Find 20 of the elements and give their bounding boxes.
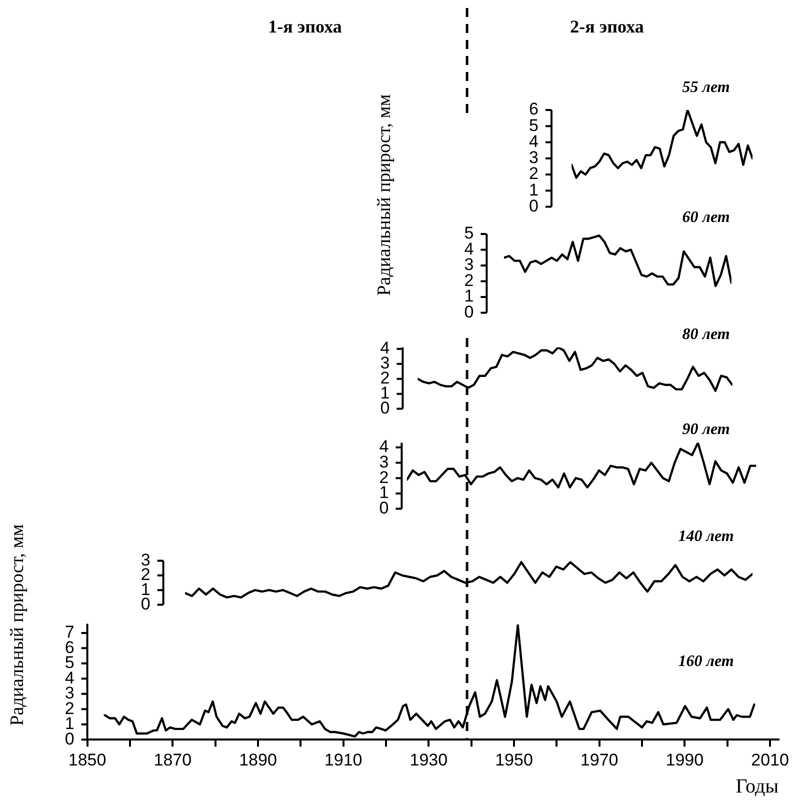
x-tick-label: 1990: [666, 750, 704, 770]
x-tick-label: 1950: [495, 750, 533, 770]
y-axis-title: Радиальный прирост, мм: [7, 524, 29, 726]
chart-title: 90 лет: [682, 421, 730, 438]
x-tick-label: 1870: [154, 750, 192, 770]
y-axis-title: Радиальный прирост, мм: [374, 94, 396, 296]
x-tick-label: 1890: [239, 750, 277, 770]
x-axis-title: Годы: [736, 775, 779, 798]
chart-title: 55 лет: [682, 79, 730, 96]
x-tick-label: 1930: [410, 750, 448, 770]
chart-title: 80 лет: [682, 326, 730, 344]
x-tick-label: 1970: [580, 750, 618, 770]
x-tick-label: 2010: [751, 750, 789, 770]
text: 160 лет: [678, 653, 734, 670]
chart-title: 60 лет: [682, 209, 730, 226]
x-tick-label: 1910: [324, 750, 362, 770]
chart-title: 140 лет: [678, 528, 734, 546]
x-tick-label: 1850: [68, 750, 106, 770]
text: 2-я эпоха: [570, 16, 644, 37]
text: 1-я эпоха: [268, 16, 342, 37]
